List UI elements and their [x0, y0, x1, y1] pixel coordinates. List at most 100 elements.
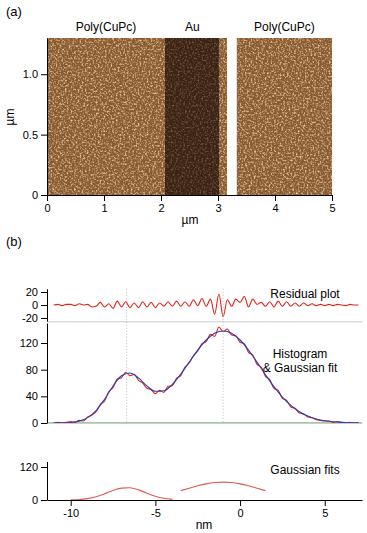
tick: 4	[272, 195, 278, 214]
y-axis: 0 120	[20, 461, 48, 506]
tick-mark	[41, 74, 47, 75]
series-line	[54, 331, 359, 423]
region-label: Au	[185, 20, 200, 34]
texture	[237, 38, 332, 195]
tick-mark	[41, 318, 47, 319]
tick-label: 5	[322, 507, 328, 519]
region	[227, 38, 237, 195]
figure: Poly(CuPc) Au Poly(CuPc) 0 1 2 3 4 5 0 0.5 1.0 (a) µm…	[0, 0, 367, 533]
tick: 5	[329, 195, 335, 214]
axis-line	[47, 289, 48, 322]
tick: 0.5	[23, 129, 47, 141]
axis-line	[47, 39, 48, 196]
tick: 120	[20, 461, 47, 473]
tick-label: 0.5	[23, 129, 38, 141]
tick-mark	[155, 500, 156, 506]
series-line	[47, 422, 362, 423]
tick-mark	[41, 500, 47, 501]
texture	[165, 38, 220, 195]
tick-mark	[104, 195, 105, 201]
tick-label: 0	[32, 189, 38, 201]
tick-mark	[41, 343, 47, 344]
axis-line	[48, 321, 363, 322]
chart: -10-5050120Gaussian fitsnm	[20, 461, 363, 532]
x-axis-title: µm	[182, 213, 199, 227]
tick-mark	[41, 135, 47, 136]
axis-line	[48, 500, 363, 501]
region-label: Poly(CuPc)	[76, 20, 137, 34]
chart: Poly(CuPc) Au Poly(CuPc) 0 1 2 3 4 5 0 0.5 1.0 (a) µm…	[3, 4, 336, 227]
y-axis: 04080120	[20, 324, 48, 430]
x-axis: 012345	[44, 195, 335, 214]
tick-mark	[71, 500, 72, 506]
x-axis-title: nm	[196, 518, 213, 532]
tick-mark	[41, 292, 47, 293]
tick-mark	[218, 195, 219, 201]
series-line	[54, 327, 359, 423]
tick: 3	[215, 195, 221, 214]
tick-mark	[161, 195, 162, 201]
y-axis-title: µm	[3, 109, 17, 126]
tick: 20	[26, 286, 47, 298]
axis-line	[47, 462, 48, 501]
tick-label: 0	[32, 417, 38, 429]
y-axis: -20020	[22, 286, 47, 324]
series-line	[71, 488, 173, 500]
plot-area	[47, 327, 362, 423]
region	[47, 38, 165, 195]
chart: 04080120Histogram& Gaussian fit	[20, 289, 363, 429]
tick: 2	[158, 195, 164, 214]
tick-label: -5	[151, 507, 161, 519]
x-axis: -10 -5 0 5	[48, 500, 363, 519]
tick-mark	[41, 195, 47, 196]
tick-label: 0	[32, 494, 38, 506]
tick-label: 1.0	[23, 68, 38, 80]
tick-mark	[325, 500, 326, 506]
series-line	[181, 482, 266, 490]
plot-area	[47, 38, 332, 195]
tick-label: 3	[215, 202, 221, 214]
tick: -10	[63, 500, 79, 519]
tick-label: -20	[22, 312, 38, 324]
chart-title: Histogram& Gaussian fit	[263, 347, 338, 375]
tick-label: 4	[272, 202, 278, 214]
plot-area	[71, 482, 266, 500]
tick: 0	[238, 500, 244, 519]
tick: 0	[32, 417, 47, 429]
axis-line	[47, 324, 48, 424]
tick-label: -10	[63, 507, 79, 519]
tick-mark	[41, 423, 47, 424]
tick: -20	[22, 312, 47, 324]
texture	[47, 38, 165, 195]
tick-label: 120	[20, 337, 38, 349]
region	[220, 38, 227, 195]
panel-label: (a)	[6, 4, 22, 19]
tick-label: 2	[158, 202, 164, 214]
texture	[220, 38, 227, 195]
tick: 120	[20, 337, 47, 349]
tick-mark	[41, 396, 47, 397]
chart-title: Residual plot	[270, 287, 340, 301]
tick-label: 5	[329, 202, 335, 214]
panel-label: (b)	[6, 234, 22, 249]
tick-mark	[47, 195, 48, 201]
tick-mark	[41, 467, 47, 468]
tick: 0	[32, 494, 47, 506]
tick-label: 0	[32, 299, 38, 311]
region	[165, 38, 220, 195]
chart: -20020 (b) Residual plot	[6, 234, 363, 324]
x-axis	[48, 321, 363, 322]
tick-label: 1	[101, 202, 107, 214]
region-label: Poly(CuPc)	[254, 20, 315, 34]
tick-label: 0	[238, 507, 244, 519]
y-axis: 0 0.5 1.0	[23, 39, 48, 202]
peak-line	[223, 289, 224, 423]
axis-line	[48, 423, 363, 424]
tick-label: 40	[26, 390, 38, 402]
tick-label: 120	[20, 461, 38, 473]
tick: 1	[101, 195, 107, 214]
tick: 0	[32, 299, 47, 311]
tick: 1.0	[23, 68, 47, 80]
tick: 5	[322, 500, 328, 519]
chart-title-line: & Gaussian fit	[263, 361, 338, 375]
